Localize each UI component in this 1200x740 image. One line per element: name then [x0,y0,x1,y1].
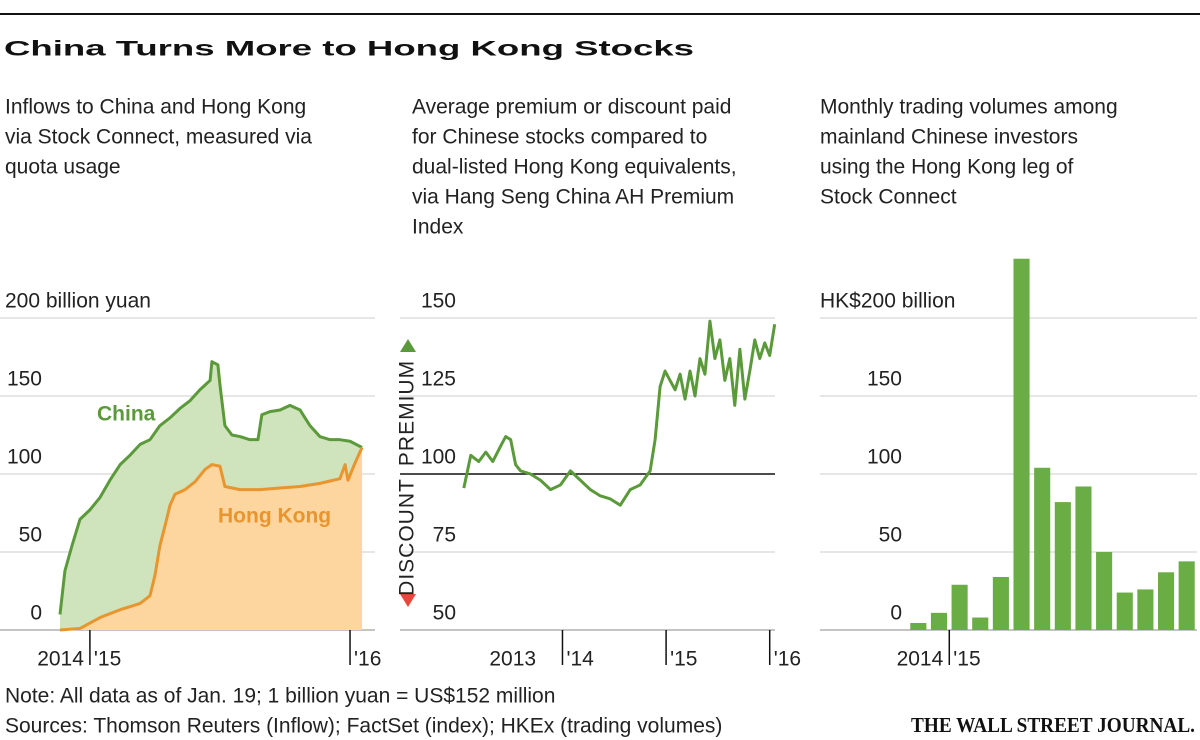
series-label: Hong Kong [218,505,331,528]
y-tick-label: 150 [7,368,42,391]
x-tick-label: 2014 [37,648,84,671]
y-tick-label: 100 [421,446,456,469]
title: China Turns More to Hong Kong Stocks [4,38,694,61]
bar [992,576,1009,630]
y-tick-label: 100 [867,446,902,469]
bar [1075,486,1092,630]
bar [1096,552,1113,630]
bar [1178,561,1195,630]
x-tick-label: 2013 [489,648,536,671]
bar [1054,502,1071,630]
subtitle-line: Index [412,216,464,239]
subtitle-line: using the Hong Kong leg of [820,156,1074,179]
y-tick-label: 75 [433,524,456,547]
subtitle-line: dual-listed Hong Kong equivalents, [412,156,737,179]
y-tick-label: HK$200 billion [820,290,955,313]
subtitle-line: for Chinese stocks compared to [412,126,707,149]
subtitle-line: Stock Connect [820,186,957,209]
x-tick-label: '15 [94,648,121,671]
premium-arrow [400,339,416,352]
y-tick-label: 100 [7,446,42,469]
y-tick-label: 125 [421,368,456,391]
subtitle-line: Inflows to China and Hong Kong [5,96,306,119]
area [60,447,362,630]
y-tick-label: 150 [867,368,902,391]
y-tick-label: 50 [879,524,902,547]
bar [1034,467,1051,630]
bar [910,622,927,630]
discount-arrow [400,594,416,607]
subtitle-line: Average premium or discount paid [412,96,731,119]
bar [1116,592,1133,630]
axis-annotation: PREMIUM [396,360,419,466]
series-label: China [97,403,156,426]
note: Note: All data as of Jan. 19; 1 billion … [5,685,555,708]
subtitle-line: Monthly trading volumes among [820,96,1118,119]
y-tick-label: 50 [19,524,42,547]
y-tick-label: 0 [30,602,42,625]
bar [1137,589,1154,630]
x-tick-label: '16 [774,648,801,671]
bar [1157,572,1175,630]
sources: Sources: Thomson Reuters (Inflow); FactS… [5,715,722,738]
x-tick-label: '14 [566,648,594,671]
subtitle-line: quota usage [5,156,121,179]
y-tick-label: 150 [421,290,456,313]
line [58,360,363,615]
axis-annotation: DISCOUNT [396,478,419,596]
line [462,319,777,507]
bar [1013,258,1030,630]
bar [930,612,948,630]
bar [972,617,989,630]
publisher-logo: THE WALL STREET JOURNAL. [911,713,1195,737]
subtitle-line: via Stock Connect, measured via [5,126,312,149]
subtitle-line: via Hang Seng China AH Premium [412,186,734,209]
x-tick-label: '16 [354,648,381,671]
x-tick-label: '15 [670,648,697,671]
subtitle-line: mainland Chinese investors [820,126,1078,149]
x-tick-label: '15 [953,648,980,671]
bar [951,584,968,630]
line [59,446,364,632]
y-tick-label: 200 billion yuan [5,290,151,313]
x-tick-label: 2014 [897,648,944,671]
y-tick-label: 0 [890,602,902,625]
y-tick-label: 50 [433,602,456,625]
